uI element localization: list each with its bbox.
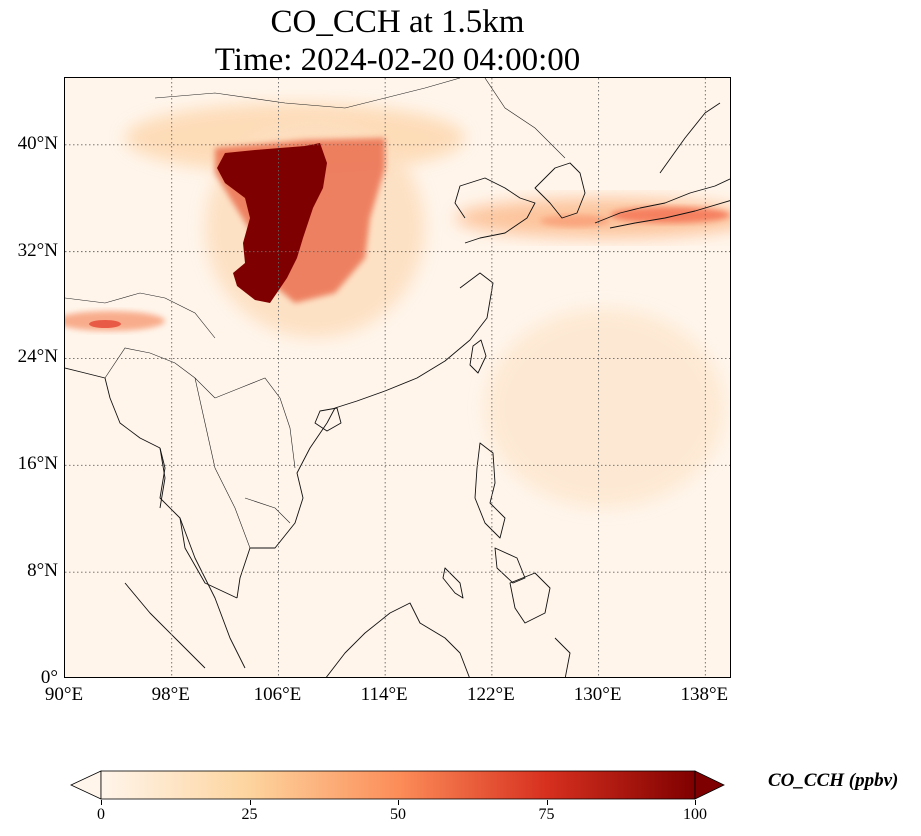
colorbar-tick-mark xyxy=(398,800,399,805)
visayas xyxy=(494,547,526,584)
sulawesi xyxy=(554,637,571,677)
hainan xyxy=(314,407,342,432)
colorbar-tick-label: 100 xyxy=(683,806,707,823)
cambodia-border xyxy=(244,497,291,524)
colorbar-tick-label: 50 xyxy=(390,806,406,823)
country-borders xyxy=(65,78,566,549)
outflow-core-korea xyxy=(540,215,610,227)
luzon xyxy=(474,442,506,539)
bohai-coast xyxy=(454,177,536,244)
outflow-core-japan xyxy=(610,207,730,223)
japan-honshu-pacific xyxy=(609,200,730,229)
himalaya-border xyxy=(65,292,216,339)
coastlines xyxy=(65,102,730,677)
malay-peninsula xyxy=(179,517,246,669)
thailand-border xyxy=(194,377,251,549)
lon-tick-label: 90°E xyxy=(44,684,84,705)
lat-tick-label: 40°N xyxy=(17,132,58,154)
lat-tick-label: 32°N xyxy=(17,239,58,261)
plot-title-line-2: Time: 2024-02-20 04:00:00 xyxy=(214,42,581,78)
lon-tick-label: 138°E xyxy=(680,684,729,705)
concentration-field xyxy=(65,103,730,508)
bay-of-bengal xyxy=(65,367,161,449)
china-coast xyxy=(326,272,494,424)
lon-tick-label: 122°E xyxy=(467,684,515,705)
ocean-haze xyxy=(485,308,725,508)
lat-tick-label: 0° xyxy=(40,667,58,688)
colorbar-tick-mark xyxy=(249,800,251,805)
lat-tick-label: 24°N xyxy=(17,346,58,368)
colorbar-tick-label: 75 xyxy=(538,806,555,823)
colorbar-tick-mark xyxy=(546,800,548,805)
colorbar-tick-mark xyxy=(101,800,102,805)
colorbar xyxy=(70,770,725,800)
lon-tick-label: 106°E xyxy=(253,684,302,705)
colorbar-tick-label: 25 xyxy=(241,806,258,823)
indochina-coast xyxy=(236,422,328,599)
map-canvas xyxy=(65,78,730,677)
map-panel xyxy=(64,77,731,678)
russia-border xyxy=(484,78,566,159)
lon-tick-label: 130°E xyxy=(573,684,622,705)
laos-vietnam-border xyxy=(214,377,296,469)
mongolia-border xyxy=(154,78,461,109)
lon-tick-label: 98°E xyxy=(151,684,190,705)
colorbar-tick-label: 0 xyxy=(97,806,105,823)
myanmar-border xyxy=(104,347,216,399)
colorbar-extend-high xyxy=(694,770,725,800)
colorbar-extend-low xyxy=(70,770,102,800)
borneo xyxy=(325,602,470,677)
plume-core xyxy=(217,143,327,303)
mindanao xyxy=(509,572,551,624)
lat-tick-label: 16°N xyxy=(17,453,58,475)
japan-hokkaido-arm xyxy=(659,102,721,174)
colorbar-gradient xyxy=(100,770,696,800)
lon-tick-label: 114°E xyxy=(360,684,408,705)
lat-tick-label: 8°N xyxy=(27,560,58,582)
colorbar-title: CO_CCH (ppbv) xyxy=(768,770,899,791)
korea xyxy=(534,162,586,219)
plot-title-line-1: CO_CCH at 1.5km xyxy=(270,4,525,40)
himalaya-core xyxy=(89,320,121,328)
colorbar-tick-mark xyxy=(695,800,696,805)
andaman-coast xyxy=(159,447,166,509)
japan-kyushu-honshu xyxy=(594,178,730,224)
sumatra xyxy=(124,582,206,669)
taiwan xyxy=(469,339,487,374)
gridlines xyxy=(65,78,730,677)
palawan xyxy=(442,567,464,599)
